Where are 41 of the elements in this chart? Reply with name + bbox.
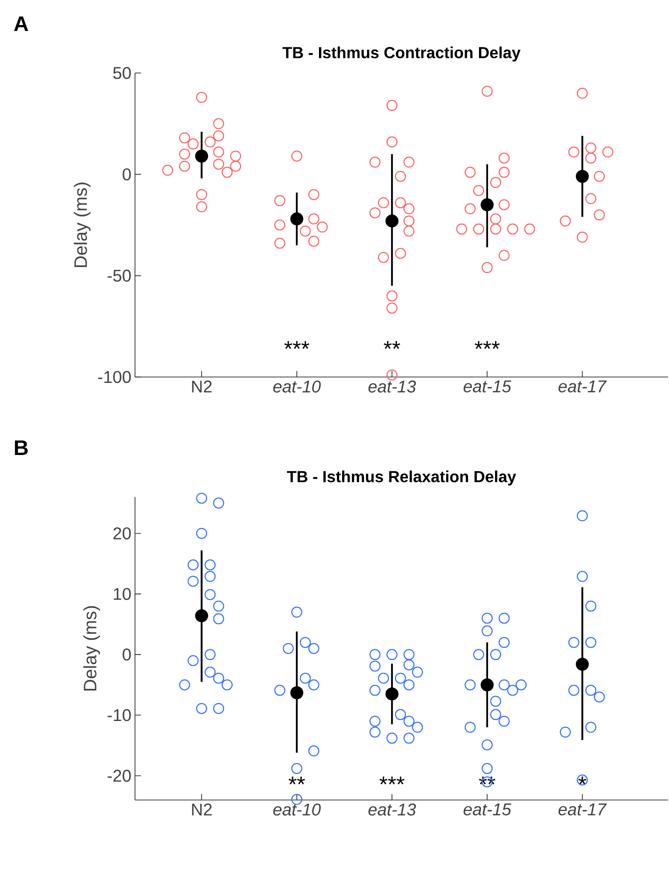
- y-tick-label: 50: [113, 66, 131, 80]
- point: [195, 609, 208, 622]
- y-tick-label: 10: [114, 588, 131, 600]
- x-tick-label: eat-13: [368, 380, 416, 393]
- annotation: ***: [379, 776, 404, 784]
- annotation: ***: [474, 341, 500, 349]
- point: [576, 658, 589, 671]
- annotation: **: [288, 776, 306, 784]
- point: [385, 687, 398, 700]
- x-tick-label: eat-15: [464, 804, 512, 816]
- point: [385, 214, 398, 228]
- point: [576, 170, 589, 183]
- chart-title: TB - Isthmus Relaxation Delay: [286, 470, 516, 486]
- text: A: [14, 16, 28, 31]
- point: [480, 678, 494, 692]
- annotation: **: [384, 341, 400, 349]
- point: [195, 150, 208, 163]
- y-tick-label: -100: [98, 370, 131, 384]
- y-tick-label: 0: [122, 648, 131, 661]
- chart-title: TB - Isthmus Contraction Delay: [282, 46, 521, 62]
- x-tick-label: eat-17: [558, 804, 607, 816]
- x-tick-label: eat-10: [273, 380, 321, 393]
- y-tick-label: 20: [113, 527, 131, 540]
- x-tick-label: N2: [192, 380, 212, 392]
- x-tick-label: eat-10: [273, 804, 321, 816]
- y-tick-label: -20: [108, 770, 131, 782]
- point: [290, 686, 304, 700]
- x-tick-label: eat-15: [464, 380, 512, 392]
- point: [290, 212, 304, 226]
- annotation: *: [578, 776, 586, 784]
- y-axis-title: Delay (ms): [83, 606, 100, 691]
- y-tick-label: -50: [108, 270, 131, 282]
- x-tick-label: N2: [192, 804, 212, 816]
- y-tick-label: -10: [108, 709, 131, 722]
- x-tick-label: eat-13: [368, 804, 416, 816]
- text: B: [14, 440, 28, 455]
- y-axis-title: Delay (ms): [74, 182, 91, 268]
- point: [480, 198, 494, 212]
- x-tick-label: eat-17: [558, 380, 607, 392]
- annotation: ***: [284, 341, 310, 349]
- y-tick-label: 0: [122, 168, 131, 180]
